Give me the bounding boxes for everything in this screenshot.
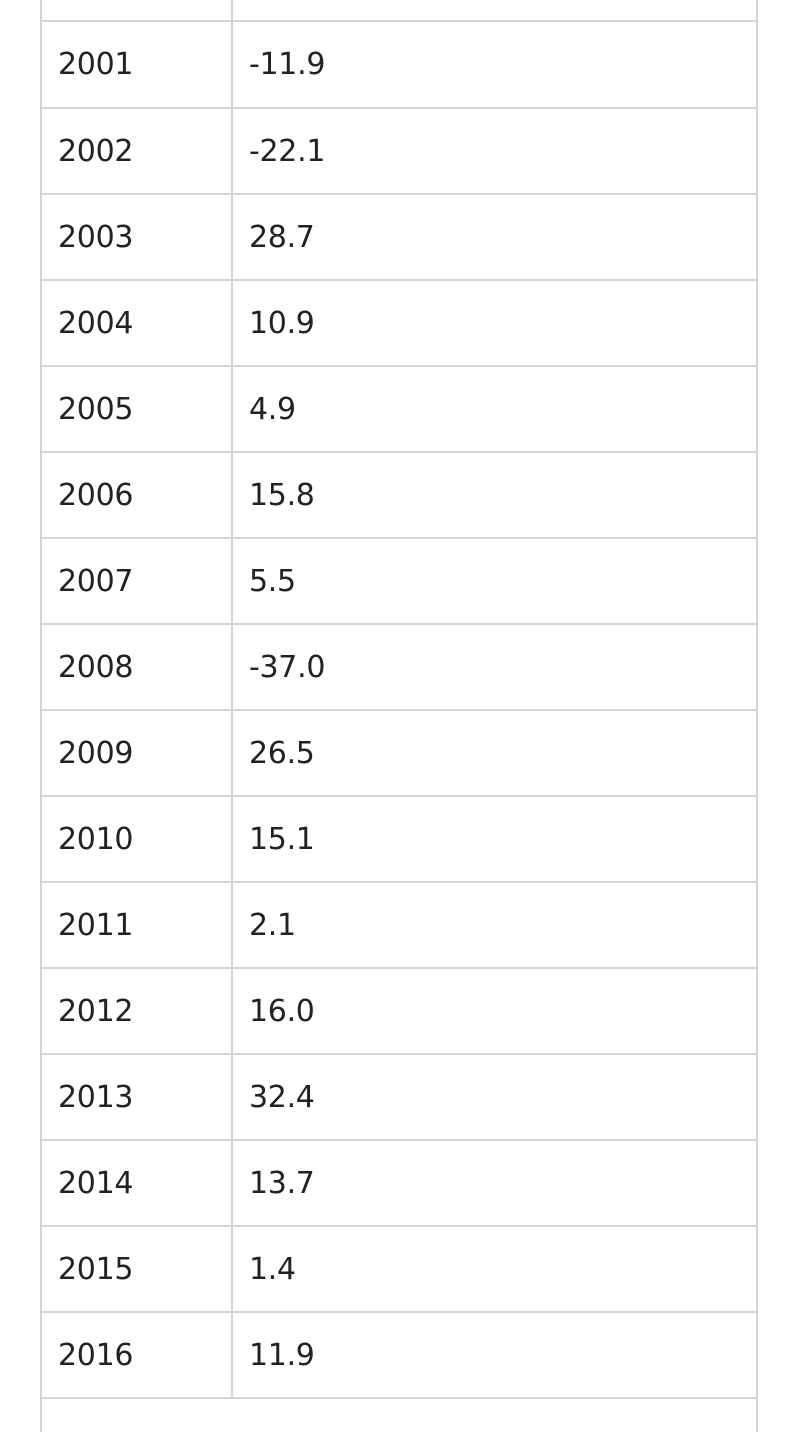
- year-cell: 2006: [42, 452, 233, 539]
- table-row: 2015 1.4: [42, 1226, 756, 1313]
- value-cell: 1.4: [232, 1226, 756, 1313]
- value-cell: 10.9: [232, 280, 756, 367]
- year-cell: 2016: [42, 1312, 233, 1399]
- table-body: 2001 -11.9 2002 -22.1 2003 28.7 2004 10.9 2005 4.…: [42, 22, 756, 1399]
- value-cell: 5.5: [232, 538, 756, 625]
- value-cell: -22.1: [232, 108, 756, 195]
- value-cell: 15.8: [232, 452, 756, 539]
- table-row: 2006 15.8: [42, 452, 756, 539]
- value-cell: -37.0: [232, 624, 756, 711]
- table-row: 2005 4.9: [42, 366, 756, 453]
- table-row: 2007 5.5: [42, 538, 756, 625]
- year-cell: 2003: [42, 194, 233, 281]
- table-row: 2003 28.7: [42, 194, 756, 281]
- table-row: 2013 32.4: [42, 1054, 756, 1141]
- table-row: 2002 -22.1: [42, 108, 756, 195]
- table-row: 2010 15.1: [42, 796, 756, 883]
- value-cell: 4.9: [232, 366, 756, 453]
- year-cell: 2004: [42, 280, 233, 367]
- value-cell: 2.1: [232, 882, 756, 969]
- value-cell: -11.9: [232, 22, 756, 109]
- year-cell: 2007: [42, 538, 233, 625]
- table-row: 2016 11.9: [42, 1312, 756, 1399]
- year-cell: 2002: [42, 108, 233, 195]
- year-cell: 2012: [42, 968, 233, 1055]
- year-cell: 2014: [42, 1140, 233, 1227]
- value-cell: 15.1: [232, 796, 756, 883]
- year-cell: 2010: [42, 796, 233, 883]
- value-cell: 26.5: [232, 710, 756, 797]
- table-row-partial: [42, 0, 756, 22]
- table-row: 2011 2.1: [42, 882, 756, 969]
- table-row: 2004 10.9: [42, 280, 756, 367]
- value-cell: 11.9: [232, 1312, 756, 1399]
- table-row: 2001 -11.9: [42, 22, 756, 109]
- table-row: 2008 -37.0: [42, 624, 756, 711]
- table-row: 2012 16.0: [42, 968, 756, 1055]
- year-cell: 2013: [42, 1054, 233, 1141]
- value-cell: 32.4: [232, 1054, 756, 1141]
- table-row: 2014 13.7: [42, 1140, 756, 1227]
- table-row: 2009 26.5: [42, 710, 756, 797]
- year-cell: 2011: [42, 882, 233, 969]
- year-cell: 2009: [42, 710, 233, 797]
- value-cell: 13.7: [232, 1140, 756, 1227]
- value-cell: 16.0: [232, 968, 756, 1055]
- year-cell: 2008: [42, 624, 233, 711]
- value-cell: 28.7: [232, 194, 756, 281]
- year-cell: 2005: [42, 366, 233, 453]
- year-value-table: 2001 -11.9 2002 -22.1 2003 28.7 2004 10.9 2005 4.…: [42, 22, 756, 1399]
- year-cell: 2015: [42, 1226, 233, 1313]
- year-cell: 2001: [42, 22, 233, 109]
- data-table: 2001 -11.9 2002 -22.1 2003 28.7 2004 10.9 2005 4.…: [40, 0, 758, 1432]
- column-divider: [231, 0, 233, 20]
